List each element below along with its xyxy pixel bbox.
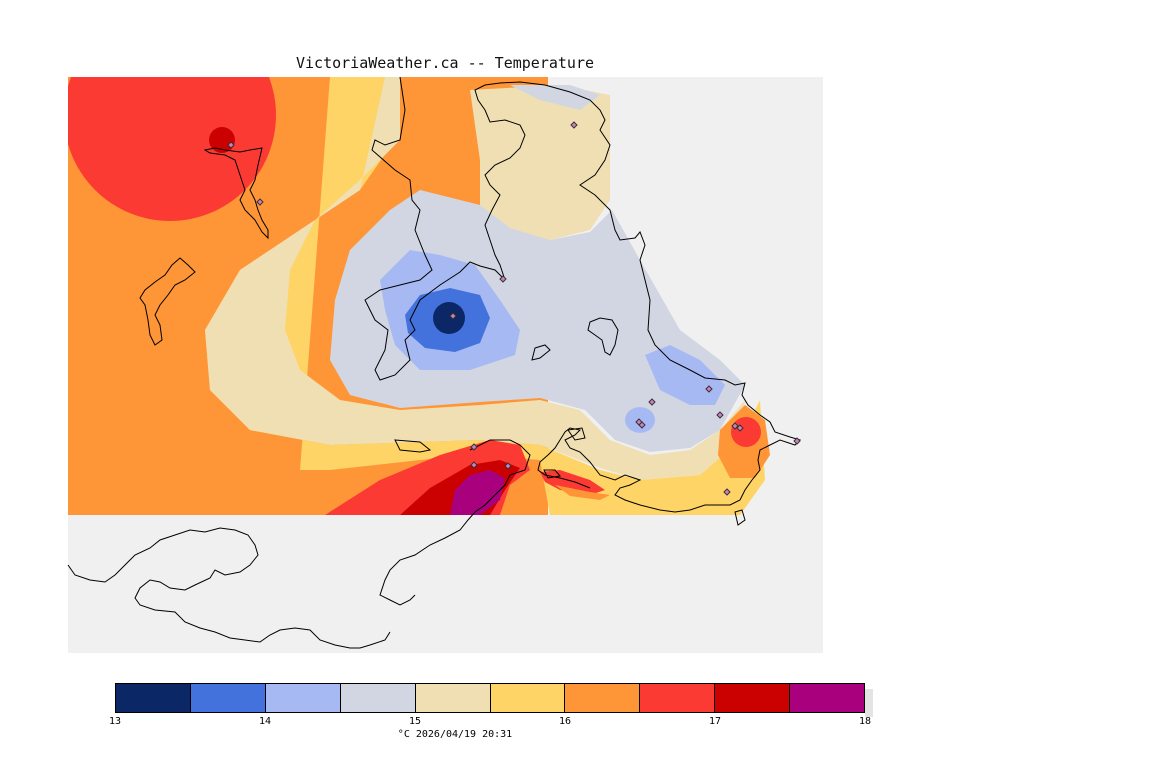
colorbar-swatch [640, 684, 716, 712]
station-marker [736, 424, 744, 432]
contour-14-5-15-north [510, 85, 600, 110]
temperature-contours [68, 77, 770, 515]
contour-13-13-5 [433, 302, 465, 334]
contour-16-5-17-nw [68, 77, 276, 221]
colorbar-swatch [415, 684, 491, 712]
colorbar-tick-label: 15 [408, 716, 422, 727]
contour-16-16-5-west-van [555, 485, 610, 500]
colorbar-swatch [190, 684, 266, 712]
coastlines [67, 76, 801, 649]
station-marker [256, 198, 264, 206]
colorbar-tick-label: 14 [258, 716, 272, 727]
station-marker [504, 462, 512, 470]
station-marker [470, 443, 478, 451]
station-marker [470, 461, 478, 469]
station-marker [570, 121, 578, 129]
station-marker [638, 421, 646, 429]
colorbar-swatch [340, 684, 416, 712]
colorbar-tick-label: 17 [708, 716, 722, 727]
station-marker [227, 141, 235, 149]
contour-17-5-18-south [450, 470, 505, 515]
colorbar-swatch [265, 684, 341, 712]
station-marker [449, 312, 457, 320]
temperature-colorbar [115, 683, 865, 713]
colorbar-swatch [490, 684, 566, 712]
station-marker [499, 275, 507, 283]
station-marker [716, 411, 724, 419]
contour-14-14-5-east [645, 345, 725, 405]
contour-15-5-16 [205, 77, 765, 515]
contour-17-17-5-nw [209, 127, 235, 153]
contour-16-5-17-se [731, 417, 761, 447]
colorbar-tick-label: 13 [108, 716, 122, 727]
station-marker [705, 385, 713, 393]
colorbar-swatch [715, 684, 791, 712]
colorbar-caption: °C 2026/04/19 20:31 [397, 729, 513, 740]
colorbar-swatch [116, 684, 191, 712]
colorbar-swatch [565, 684, 641, 712]
station-marker [723, 488, 731, 496]
colorbar-tick-label: 16 [558, 716, 572, 727]
station-marker [648, 398, 656, 406]
colorbar-swatch [790, 684, 865, 712]
station-marker [793, 437, 801, 445]
station-markers [227, 121, 801, 496]
map-title: VictoriaWeather.ca -- Temperature [295, 54, 594, 72]
colorbar-tick-label: 18 [858, 716, 872, 727]
colorbar-shadow [865, 689, 873, 717]
station-marker [731, 422, 739, 430]
